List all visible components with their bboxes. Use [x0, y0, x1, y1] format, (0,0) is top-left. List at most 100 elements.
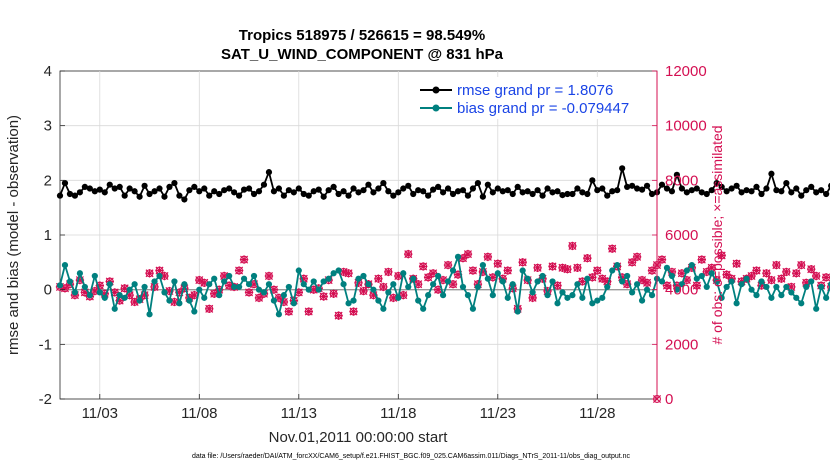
rmse-point [211, 188, 218, 195]
rmse-point [325, 187, 332, 194]
rmse-point [290, 189, 297, 196]
bias-point [444, 278, 452, 285]
rmse-point [549, 189, 556, 196]
obs-count-point [622, 280, 632, 289]
obs-count-point [642, 278, 652, 288]
bias-point [435, 272, 442, 280]
rmse-point [310, 188, 317, 195]
bias-point [355, 275, 362, 282]
rmse-point [236, 192, 243, 199]
bias-point [519, 267, 526, 274]
bias-point [713, 278, 720, 285]
rmse-point [708, 187, 715, 194]
obs-count-point [548, 262, 557, 271]
bias-point [390, 281, 397, 288]
bias-point [449, 267, 457, 274]
rmse-point [186, 187, 193, 194]
rmse-point [683, 189, 690, 196]
obs-count-point [394, 271, 403, 281]
x-tick-label: 11/13 [281, 405, 317, 422]
bias-point [290, 300, 297, 307]
bias-point [420, 305, 427, 312]
y-tick-label: 0 [44, 282, 52, 299]
obs-count-point [334, 311, 343, 320]
bias-point [584, 275, 591, 282]
bias-point [425, 292, 432, 299]
obs-count-point [503, 266, 512, 275]
bias-point [350, 297, 357, 304]
bias-point [484, 275, 491, 282]
bias-point [126, 286, 133, 293]
bias-point [678, 281, 685, 288]
obs-count-point [443, 260, 453, 270]
bias-point [216, 292, 223, 299]
rmse-point [320, 193, 327, 200]
bias-point [469, 305, 477, 312]
bias-point [231, 283, 238, 291]
rmse-point [738, 189, 745, 196]
bias-point [265, 281, 273, 288]
rmse-point [753, 183, 760, 190]
rmse-point [171, 179, 178, 187]
bias-point [683, 267, 690, 274]
rmse-point [489, 189, 496, 196]
rmse-point [56, 192, 64, 199]
rmse-point [544, 185, 551, 192]
obs-count-point [732, 259, 741, 268]
obs-count-point [767, 275, 776, 285]
obs-count-point [244, 288, 254, 297]
rmse-point [385, 188, 392, 195]
rmse-point [415, 187, 422, 194]
rmse-point [619, 165, 626, 172]
rmse-point [439, 189, 447, 196]
bias-point [743, 275, 750, 282]
x-tick-label: 11/08 [181, 405, 217, 422]
rmse-point [554, 188, 561, 195]
rmse-point [524, 188, 531, 195]
data-file-footer: data file: /Users/raeder/DAI/ATM_forcXX/… [192, 453, 631, 460]
y-tick-label: 3 [44, 118, 52, 135]
obs-count-point [807, 264, 816, 274]
bias-point [514, 308, 521, 315]
bias-point [793, 294, 800, 301]
obs-count-point [821, 273, 830, 282]
rmse-point [245, 185, 253, 192]
rmse-point [454, 188, 462, 195]
rmse-point [151, 188, 158, 195]
rmse-point [116, 183, 123, 190]
y-tick-label: 2 [44, 172, 52, 189]
rmse-point [176, 192, 183, 199]
rmse-point [698, 189, 705, 196]
rmse-point [474, 179, 481, 187]
rmse-point [305, 192, 312, 199]
obs-count-point [60, 284, 70, 293]
bias-point [459, 283, 467, 291]
bias-point [648, 292, 656, 299]
bias-point [211, 275, 218, 282]
rmse-point [589, 177, 596, 184]
rmse-point [514, 183, 521, 190]
obs-count-point [772, 260, 781, 270]
bias-point [574, 281, 581, 288]
obs-count-point [722, 270, 731, 279]
legend: rmse grand pr = 1.8076 bias grand pr = -… [412, 77, 652, 119]
obs-count-point [797, 260, 806, 270]
rmse-point [594, 187, 601, 194]
y-tick-layer: -2 -1 0 1 2 3 4 [39, 63, 65, 408]
rmse-point [629, 182, 636, 189]
rmse-point [743, 187, 750, 194]
bias-point [728, 278, 735, 285]
rmse-point [335, 190, 342, 198]
rmse-point [494, 185, 501, 192]
rmse-point [265, 169, 273, 176]
rmse-point [813, 189, 820, 196]
bias-point [395, 294, 402, 301]
y-right-tick-label: 8000 [665, 172, 698, 189]
bias-point [634, 281, 641, 288]
x-tick-layer: 11/03 11/08 11/13 11/18 11/23 11/28 [82, 394, 616, 422]
rmse-point [788, 189, 795, 196]
rmse-point [370, 189, 377, 196]
rmse-point [191, 183, 198, 190]
bias-point [320, 278, 327, 285]
